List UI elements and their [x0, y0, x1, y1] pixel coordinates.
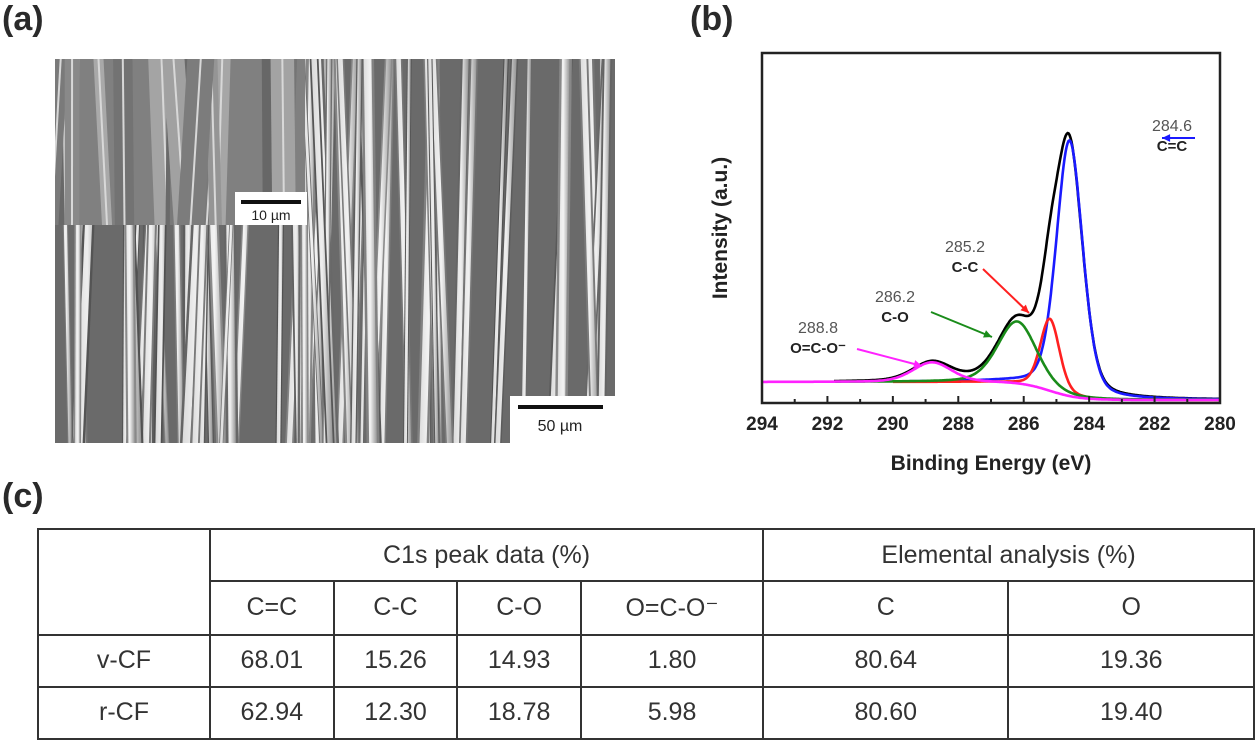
xps-chart: 294 292 290 288 286 284 282 280 Intensity (a.u.…	[709, 51, 1236, 475]
table-cell: 80.60	[762, 685, 1010, 741]
inset-scale-label: 10 µm	[251, 207, 290, 223]
main-scale-label: 50 µm	[538, 418, 583, 435]
sem-image: 10 µm 50 µm	[55, 59, 615, 443]
fiber	[379, 59, 394, 443]
panel-label-a: (a)	[2, 0, 44, 38]
annotation-value: 284.6	[1152, 118, 1192, 135]
row-label: v-CF	[37, 633, 211, 688]
fiber	[363, 59, 377, 443]
annotation-arrowhead	[1020, 304, 1029, 313]
inset-fiber-edge	[97, 59, 109, 226]
table-cell: 19.40	[1007, 685, 1255, 741]
panel-label-c: (c)	[2, 477, 44, 515]
series-line-oco	[762, 361, 1220, 402]
annotation-arrow	[930, 311, 993, 338]
x-tick-label: 284	[1073, 414, 1105, 435]
fiber	[460, 59, 477, 443]
inset-scale-bar	[241, 200, 301, 204]
table-cell: 68.01	[209, 633, 335, 688]
table-cell: 19.36	[1007, 633, 1255, 688]
series-line-cc	[892, 317, 1220, 402]
annotation-label: C-O	[881, 309, 909, 326]
inset-fiber-edge	[189, 59, 202, 226]
table-cell: 5.98	[579, 685, 765, 741]
annotation-label: C=C	[1157, 138, 1188, 155]
y-axis-label: Intensity (a.u.)	[709, 157, 732, 299]
table-cell: 14.93	[456, 633, 582, 688]
table-row: r-CF 62.94 12.30 18.78 5.98 80.60 19.40	[37, 685, 1255, 741]
x-axis-label: Binding Energy (eV)	[891, 452, 1092, 475]
annotation-label: O=C-O⁻	[790, 340, 846, 357]
fiber	[311, 59, 333, 443]
fiber	[491, 59, 508, 443]
fiber	[428, 59, 439, 443]
table-cell: 18.78	[456, 685, 582, 741]
fiber	[430, 59, 453, 443]
table-group-header-row: C1s peak data (%) Elemental analysis (%)	[37, 527, 1255, 636]
inset-fiber-edge	[55, 59, 62, 177]
series-line-co	[834, 320, 1220, 402]
annotation-arrow	[982, 268, 1030, 314]
fiber	[351, 59, 362, 443]
fiber	[521, 59, 532, 443]
column-header: C=C	[209, 580, 335, 636]
annotation-arrowhead	[913, 360, 922, 368]
annotation-value: 286.2	[875, 289, 915, 306]
table-cell: 15.26	[332, 633, 459, 688]
x-tick-label: 282	[1139, 414, 1171, 435]
column-header: C	[762, 580, 1010, 636]
annotation-label: C-C	[952, 259, 979, 276]
annotation-value: 288.8	[798, 320, 838, 337]
fiber	[301, 59, 324, 443]
main-scale-bar	[518, 405, 603, 409]
table-corner-cell	[37, 528, 211, 636]
x-tick-label: 288	[942, 414, 974, 435]
table-column-header-row: C=C C-C C-O O=C-O⁻ C O	[38, 580, 1255, 636]
panel-label-b: (b)	[690, 0, 734, 38]
table-cell: 62.94	[209, 685, 335, 741]
x-tick-label: 286	[1008, 414, 1040, 435]
fiber	[495, 59, 517, 443]
fiber	[580, 59, 599, 443]
column-header: O=C-O⁻	[579, 580, 765, 636]
fiber	[404, 59, 411, 443]
fiber	[453, 59, 469, 443]
x-tick-label: 290	[877, 414, 909, 435]
x-tick-label: 292	[812, 414, 844, 435]
inset-fiber-edge	[121, 59, 126, 226]
table-row: v-CF 68.01 15.26 14.93 1.80 80.64 19.36	[37, 633, 1255, 688]
annotation-arrow	[856, 348, 923, 367]
table-cell: 1.80	[579, 633, 765, 688]
annotation-value: 285.2	[945, 239, 985, 256]
x-tick-label: 280	[1204, 414, 1236, 435]
column-header: C-C	[332, 580, 459, 636]
group-header-elemental: Elemental analysis (%)	[762, 527, 1255, 583]
annotation-arrowhead	[983, 330, 992, 338]
fiber	[557, 59, 570, 443]
fiber	[598, 59, 611, 443]
column-header: C-O	[456, 580, 582, 636]
annotation-arrowhead	[1162, 134, 1171, 142]
composition-table: C1s peak data (%) Elemental analysis (%)…	[37, 527, 1255, 741]
table-cell: 12.30	[332, 685, 459, 741]
column-header: O	[1007, 580, 1255, 636]
x-tick-label: 294	[746, 414, 778, 435]
row-label: r-CF	[37, 685, 211, 741]
table-cell: 80.64	[762, 633, 1010, 688]
group-header-c1s: C1s peak data (%)	[208, 527, 765, 583]
